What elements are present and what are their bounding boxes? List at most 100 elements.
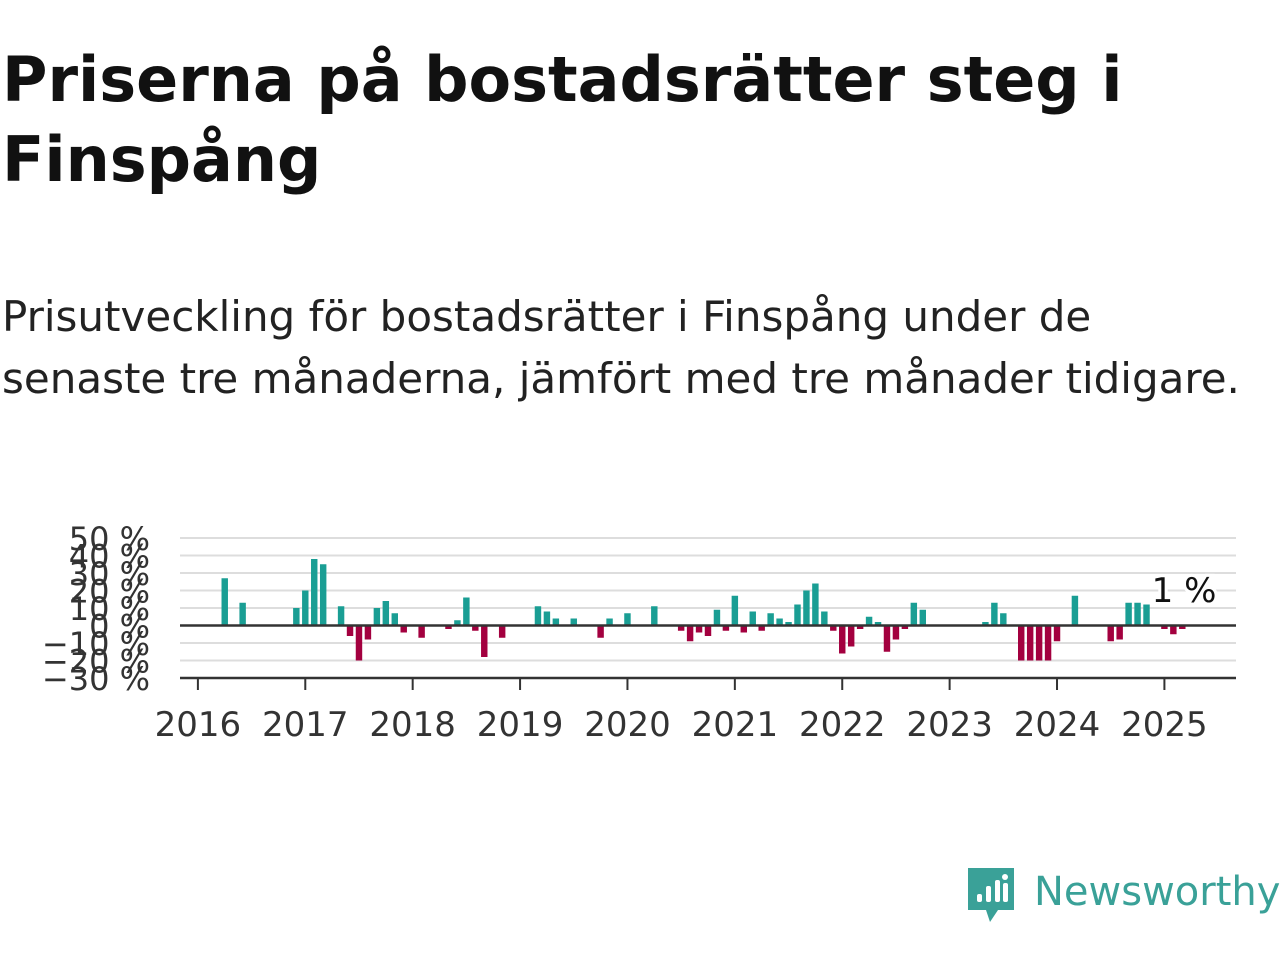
bar [982,622,989,626]
newsworthy-logo-icon [968,868,1014,922]
bar [400,625,407,633]
y-tick-label: −10 % [42,625,150,663]
y-tick-label: 30 % [69,555,150,593]
bar [821,611,828,626]
bar [1044,625,1052,661]
bar [883,625,891,652]
bar [454,620,461,626]
bar [847,625,855,647]
bar [302,590,309,626]
bar [785,622,792,626]
bar [534,606,542,626]
bar [776,618,783,626]
bar [1026,625,1034,661]
bar [606,618,613,626]
bar [919,609,926,626]
bar [839,625,846,654]
bar [874,622,882,626]
bar [812,583,819,626]
bar [856,625,864,629]
bar [221,578,228,626]
bar [346,625,354,636]
y-tick-label: 50 % [69,520,150,558]
bar [722,625,730,631]
bar-chart: 50 %40 %30 %20 %10 %0 %−10 %−20 %−30 % 2… [42,520,1236,740]
bar [1035,625,1043,661]
bar [445,625,452,629]
bar [498,625,506,638]
newsworthy-logo-text: Newsworthy [1034,869,1280,915]
bar [570,618,577,626]
annotation: 1 % [1149,568,1220,614]
bars [180,559,1236,661]
bar [731,595,739,626]
bar [293,608,300,626]
bar [704,625,712,636]
x-tick-label: 2016 [155,705,242,740]
chart-title: Priserna på bostadsrätter steg i Finspån… [2,43,1123,196]
x-tick-label: 2022 [799,705,886,740]
bar [1170,625,1177,635]
bar [337,606,345,626]
y-tick-label: 10 % [69,590,150,628]
bar [749,611,756,626]
x-tick-label: 2019 [477,705,564,740]
bar [713,609,721,626]
y-tick-label: 20 % [69,573,150,611]
bar [382,601,390,626]
y-tick-label: −20 % [42,643,150,681]
bar [991,602,998,626]
bar [1125,602,1132,626]
x-axis: 2016 2017 2018 2019 2020 2021 2022 2023 2024 2025 [155,676,1236,740]
bar [1000,613,1007,626]
bar [391,613,398,626]
bar [794,604,801,626]
bar [865,616,873,626]
bar [803,590,810,626]
bar [740,625,748,633]
bar [472,625,479,631]
bar [1053,625,1061,642]
bar [481,625,488,657]
bar [1179,625,1186,629]
newsworthy-logo: Newsworthy [962,864,1280,928]
bar [758,625,765,631]
bar [373,608,381,626]
bar [239,602,246,626]
y-tick-label: −30 % [42,660,150,698]
bar [311,559,318,626]
x-tick-label: 2023 [906,705,993,740]
bar [1161,625,1168,629]
bar [1116,625,1123,640]
bar [1071,595,1079,626]
bar [418,625,425,638]
x-tick-label: 2017 [262,705,349,740]
bar [686,625,694,642]
chart-subtitle: Prisutveckling för bostadsrätter i Finsp… [2,292,1240,403]
y-axis: 50 %40 %30 %20 %10 %0 %−10 %−20 %−30 % [42,520,150,698]
y-tick-label: 40 % [69,538,150,576]
bar [597,625,604,638]
bar [1107,625,1114,642]
x-tick-label: 2021 [692,705,779,740]
bar [830,625,837,631]
bar [1143,604,1150,626]
bar [552,618,560,626]
x-tick-label: 2018 [369,705,456,740]
bar [463,597,470,626]
bar [767,613,774,626]
annotation-label: 1 % [1152,571,1217,611]
bar [364,625,372,640]
bar [910,602,918,626]
y-tick-label: 0 % [89,608,150,646]
x-tick-label: 2020 [584,705,671,740]
bar [901,625,909,629]
bar [892,625,900,640]
bar [319,564,327,626]
x-tick-label: 2024 [1014,705,1101,740]
bar [543,611,551,626]
bar [677,625,685,631]
bar [1018,625,1025,661]
bar [695,625,703,633]
x-tick-label: 2025 [1121,705,1208,740]
